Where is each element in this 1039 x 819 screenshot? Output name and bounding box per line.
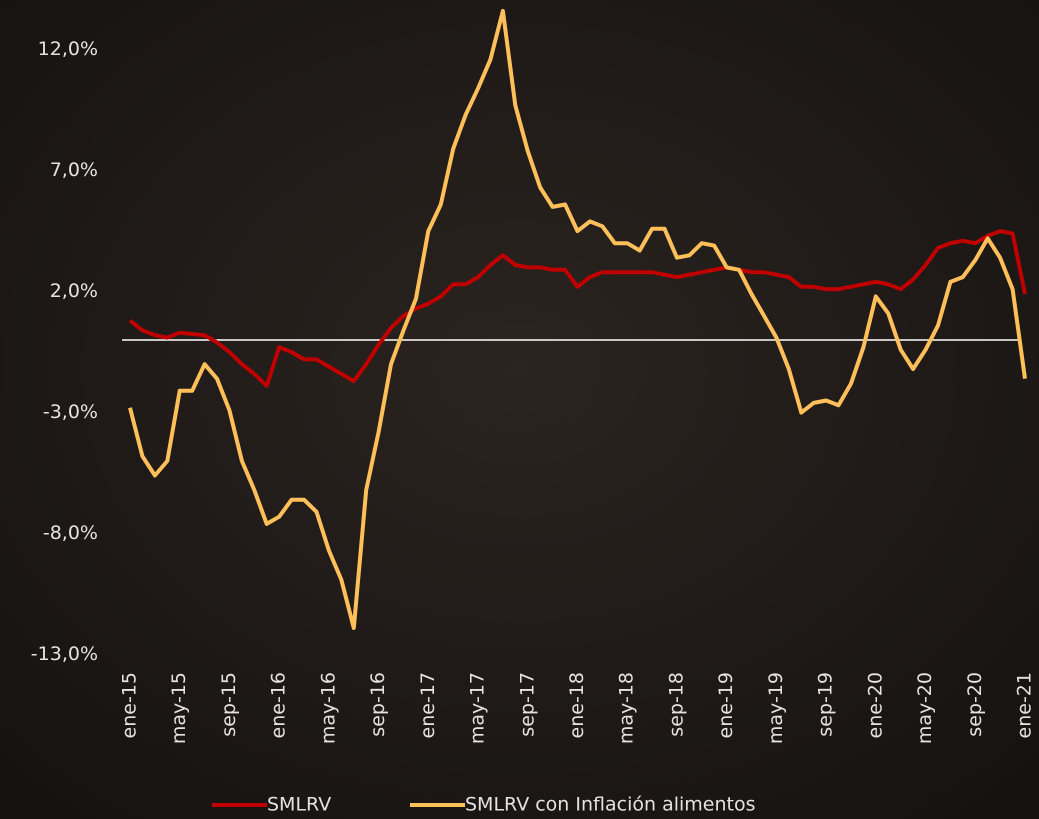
x-tick-label: sep-19 [815, 672, 837, 737]
x-tick-label: ene-16 [268, 672, 290, 738]
y-tick-label: 7,0% [50, 159, 98, 181]
x-tick-label: may-17 [467, 672, 489, 744]
x-tick-label: ene-19 [715, 672, 737, 738]
series-line [128, 229, 1027, 388]
legend-label: SMLRV con Inflación alimentos [465, 794, 756, 816]
x-tick-label: may-20 [914, 672, 936, 744]
x-tick-label: ene-18 [566, 672, 588, 738]
x-tick-label: may-15 [168, 672, 190, 744]
x-tick-label: may-19 [765, 672, 787, 744]
y-tick-label: 12,0% [38, 38, 98, 60]
x-tick-label: ene-15 [119, 672, 141, 738]
y-tick-label: -13,0% [31, 643, 98, 665]
x-tick-label: sep-16 [367, 672, 389, 737]
x-tick-label: sep-18 [665, 672, 687, 737]
y-tick-label: 2,0% [50, 280, 98, 302]
x-tick-label: sep-15 [218, 672, 240, 737]
x-tick-label: ene-21 [1014, 672, 1036, 738]
y-tick-label: -8,0% [43, 522, 98, 544]
x-tick-label: sep-17 [516, 672, 538, 737]
x-tick-label: may-16 [317, 672, 339, 744]
x-tick-label: may-18 [616, 672, 638, 744]
legend-label: SMLRV [267, 794, 331, 816]
series-line [128, 8, 1027, 630]
x-tick-label: sep-20 [964, 672, 986, 737]
x-tick-label: ene-20 [864, 672, 886, 738]
y-tick-label: -3,0% [43, 401, 98, 423]
x-tick-label: ene-17 [417, 672, 439, 738]
